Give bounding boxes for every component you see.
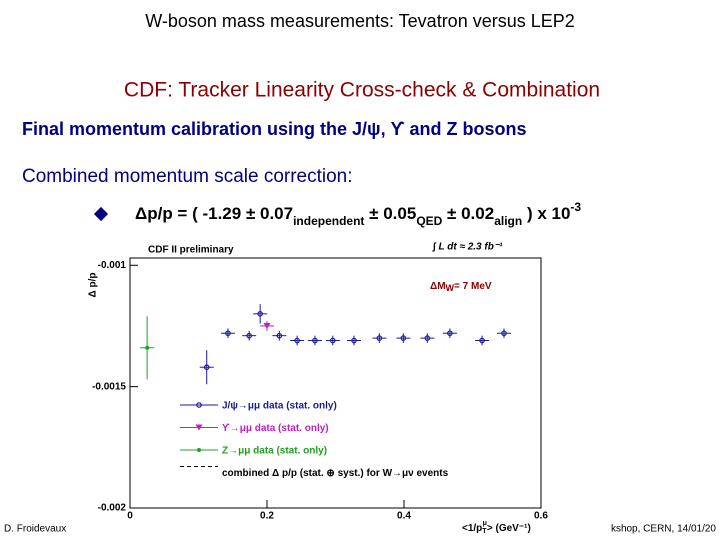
data-point [196,402,202,408]
data-point [424,335,431,341]
data-point [376,335,383,341]
annotation: ΔMW= 7 MeV [430,281,492,294]
legend-label: combined Δ p/p (stat. ⊕ syst.) for W→μν … [222,468,449,479]
formula-sub: QED [416,214,442,228]
y-tick-label: -0.002 [98,503,127,514]
footer-left: D. Froidevaux [4,524,66,535]
data-point [351,337,357,344]
data-point [294,337,300,344]
x-tick-label: 0.4 [397,511,411,522]
y-tick-label: -0.0015 [92,381,126,392]
formula-sub: align [494,214,522,228]
annotation: CDF II preliminary [148,245,234,256]
data-point [329,337,336,344]
data-point [257,311,263,317]
data-point [447,330,453,337]
annotation-part: ΔM [430,281,446,292]
annotation-part: = 7 MeV [454,281,492,292]
data-point [225,330,231,337]
slide-title: W-boson mass measurements: Tevatron vers… [145,11,575,31]
x-label-sub: T [482,528,487,535]
footer-right: kshop, CERN, 14/01/20 [611,524,716,535]
legend-label: J/ψ→μμ data (stat. only) [222,401,337,412]
formula-part: ) x 10 [522,204,570,223]
x-tick-label: 0 [127,511,133,522]
formula-part: Δp/p = ( -1.29 ± 0.07 [135,204,293,223]
text-line: Final momentum calibration using the J/ψ… [22,119,526,139]
data-point [312,337,318,344]
data-point [145,345,150,350]
y-tick-label: -0.001 [98,260,127,271]
formula-part: ± 0.05 [364,204,416,223]
plot-frame [129,257,542,509]
formula-sup: -3 [570,200,581,214]
plot: CDF II preliminary ∫ L dt ≈ 2.3 fb⁻¹ ΔMW… [88,242,549,535]
x-label-part: > (GeV⁻¹) [487,523,531,534]
data-point [479,337,485,344]
annotation-sub: W [446,283,455,293]
y-axis-label: Δ p/p [88,273,99,298]
formula-part: ± 0.02 [442,204,494,223]
data-point [203,364,210,371]
x-axis-label: <1/pTμ> (GeV⁻¹) [462,520,531,535]
bullet [93,206,109,222]
data-point [246,332,252,339]
text-line: Combined momentum scale correction: [22,166,353,187]
annotation: ∫ L dt ≈ 2.3 fb⁻¹ [432,242,503,253]
x-tick-label: 0.2 [260,511,274,522]
x-label-sup: μ [483,520,487,527]
formula-sub: independent [293,214,364,228]
data-point [197,448,201,452]
slide-subtitle: CDF: Tracker Linearity Cross-check & Com… [124,79,600,102]
data-point [501,330,507,337]
data-point [195,424,203,431]
legend-label: ϒ→μμ data (stat. only) [222,423,329,434]
data-point [400,335,407,341]
x-label-part: <1/p [462,523,482,534]
formula: Δp/p = ( -1.29 ± 0.07independent ± 0.05Q… [135,200,581,228]
x-tick-label: 0.6 [534,511,548,522]
legend-label: Z→μμ data (stat. only) [222,446,327,457]
data-point [263,322,271,329]
data-point [276,332,283,339]
